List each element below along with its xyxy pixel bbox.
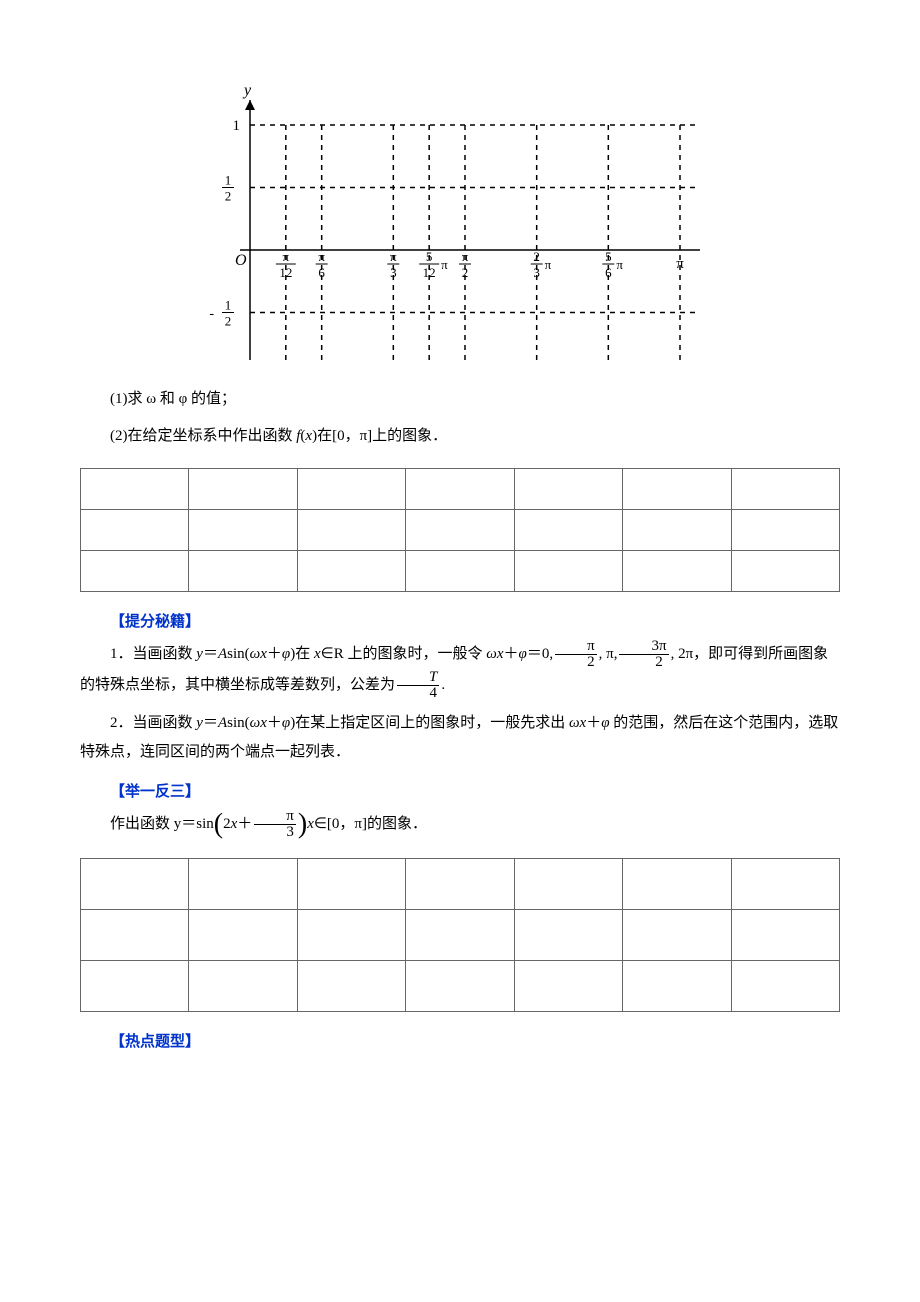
svg-text:3: 3 [533, 265, 540, 280]
table-cell [297, 910, 405, 961]
example-title: 【举一反三】 [80, 780, 840, 801]
svg-text:1: 1 [233, 118, 241, 134]
table-cell [514, 469, 622, 510]
tip-2: 2．当画函数 y＝Asin(ωx＋φ)在某上指定区间上的图象时，一般先求出 ωx… [80, 709, 840, 766]
frac-num: π [254, 809, 296, 825]
table-cell [189, 961, 297, 1012]
example-title-text: 【举一反三】 [110, 784, 200, 800]
table-cell [297, 551, 405, 592]
table-cell [189, 510, 297, 551]
table-cell [731, 469, 839, 510]
table-cell [406, 469, 514, 510]
table-cell [81, 469, 189, 510]
graph-svg: Oxy112-12-1π12π6π3512ππ223π56ππ [180, 60, 700, 360]
table-cell [406, 859, 514, 910]
table-cell [623, 551, 731, 592]
svg-text:6: 6 [605, 265, 612, 280]
tips-title: 【提分秘籍】 [80, 610, 840, 631]
frac-num: T [397, 670, 439, 686]
table-cell [623, 510, 731, 551]
svg-text:π: π [318, 249, 325, 264]
table-cell [514, 961, 622, 1012]
blank-table-2 [80, 858, 840, 1012]
svg-text:-: - [209, 307, 214, 322]
svg-text:5: 5 [605, 249, 612, 264]
svg-text:π: π [676, 256, 684, 272]
table-cell [731, 910, 839, 961]
coordinate-graph: Oxy112-12-1π12π6π3512ππ223π56ππ [180, 60, 840, 365]
frac-den: 2 [619, 655, 668, 670]
table-cell [731, 961, 839, 1012]
table-cell [623, 859, 731, 910]
table-cell [406, 910, 514, 961]
tips-title-text: 【提分秘籍】 [110, 614, 200, 630]
table-cell [406, 510, 514, 551]
table-cell [731, 510, 839, 551]
table-cell [81, 510, 189, 551]
table-cell [189, 910, 297, 961]
svg-text:12: 12 [279, 265, 292, 280]
svg-text:π: π [283, 249, 290, 264]
svg-text:6: 6 [318, 265, 325, 280]
table-cell [81, 910, 189, 961]
table-cell [514, 551, 622, 592]
table-cell [623, 910, 731, 961]
frac-num: 3π [619, 639, 668, 655]
svg-text:2: 2 [533, 249, 540, 264]
hot-title-text: 【热点题型】 [110, 1034, 200, 1050]
table-cell [81, 859, 189, 910]
svg-text:π: π [616, 257, 623, 272]
table-cell [81, 551, 189, 592]
frac-den: 2 [555, 655, 597, 670]
q2-text: (2)在给定坐标系中作出函数 f(x)在[0，π]上的图象． [110, 428, 447, 444]
svg-text:π: π [441, 257, 448, 272]
table-cell [406, 961, 514, 1012]
svg-text:12: 12 [423, 265, 436, 280]
table-cell [189, 859, 297, 910]
table-cell [731, 551, 839, 592]
table-cell [297, 961, 405, 1012]
frac-den: 3 [254, 825, 296, 840]
frac-den: 4 [397, 686, 439, 701]
svg-text:2: 2 [225, 314, 232, 329]
svg-text:1: 1 [225, 298, 232, 313]
svg-text:π: π [390, 249, 397, 264]
tip-1: 1．当画函数 y＝Asin(ωx＋φ)在 x∈R 上的图象时，一般令 ωx＋φ＝… [80, 639, 840, 701]
table-cell [623, 469, 731, 510]
table-cell [514, 910, 622, 961]
table-cell [623, 961, 731, 1012]
table-cell [514, 859, 622, 910]
table-cell [189, 469, 297, 510]
svg-text:5: 5 [426, 249, 433, 264]
svg-text:3: 3 [390, 265, 397, 280]
table-cell [297, 469, 405, 510]
example-problem: 作出函数 y＝sin(2x＋π3)x∈[0，π]的图象． [80, 809, 840, 840]
q1-text: (1)求 ω 和 φ 的值； [110, 391, 236, 407]
svg-text:1: 1 [225, 173, 232, 188]
frac-num: π [555, 639, 597, 655]
question-1: (1)求 ω 和 φ 的值； [80, 385, 840, 414]
svg-text:2: 2 [462, 265, 469, 280]
table-cell [297, 510, 405, 551]
table-cell [81, 961, 189, 1012]
table-cell [189, 551, 297, 592]
svg-text:y: y [242, 82, 252, 99]
svg-text:π: π [545, 257, 552, 272]
table-cell [297, 859, 405, 910]
table-cell [514, 510, 622, 551]
blank-table-1 [80, 468, 840, 592]
table-cell [731, 859, 839, 910]
hot-title: 【热点题型】 [80, 1030, 840, 1051]
ex-a: 作出函数 y＝sin [110, 816, 214, 832]
svg-text:O: O [235, 252, 247, 269]
question-2: (2)在给定坐标系中作出函数 f(x)在[0，π]上的图象． [80, 422, 840, 451]
svg-text:2: 2 [225, 189, 232, 204]
svg-text:π: π [462, 249, 469, 264]
table-cell [406, 551, 514, 592]
